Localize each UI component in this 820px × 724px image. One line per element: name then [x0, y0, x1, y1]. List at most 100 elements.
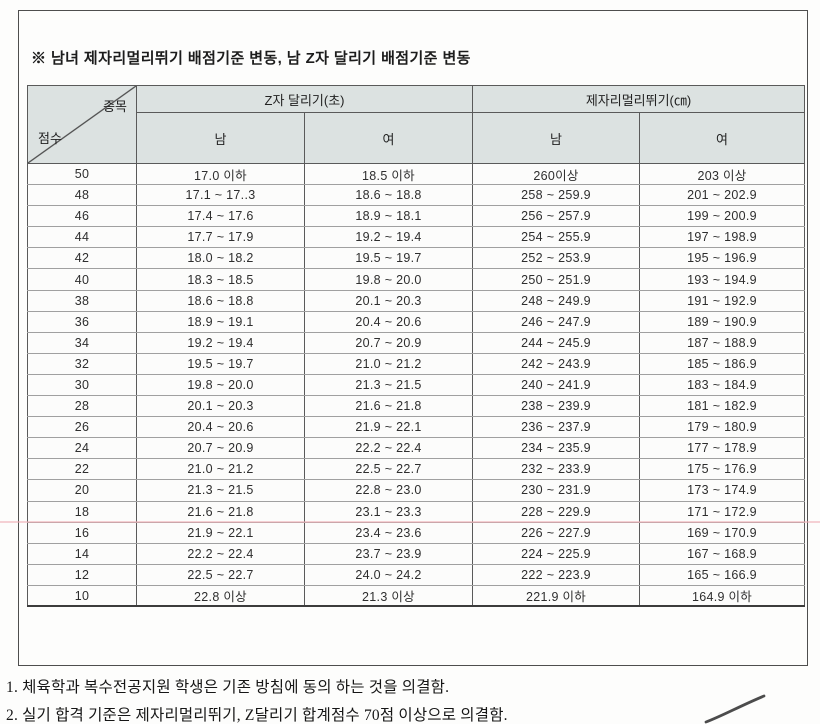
cell-z-male: 18.0 ~ 18.2: [136, 247, 305, 270]
cell-jump-male: 222 ~ 223.9: [472, 563, 641, 586]
cell-z-female: 20.1 ~ 20.3: [303, 289, 474, 312]
cell-z-female: 19.8 ~ 20.0: [303, 268, 474, 291]
table-row: 44 17.7 ~ 17.9 19.2 ~ 19.4 254 ~ 255.9 197 ~…: [27, 226, 806, 249]
cell-jump-female: 187 ~ 188.9: [639, 331, 806, 354]
cell-jump-female: 197 ~ 198.9: [639, 226, 806, 249]
cell-z-male: 22.2 ~ 22.4: [136, 542, 305, 565]
cell-z-male: 20.7 ~ 20.9: [136, 437, 305, 460]
cell-z-female: 19.5 ~ 19.7: [303, 247, 474, 270]
cell-jump-male: 244 ~ 245.9: [472, 331, 641, 354]
score-table: 종목 점수 Z자 달리기(초) 제자리멀리뛰기(㎝) 남 여 남 여 50 17.…: [27, 85, 806, 608]
cell-z-female: 18.5 이하: [303, 162, 474, 186]
subheader-zrun-male: 남: [136, 112, 305, 164]
cell-score: 40: [27, 268, 137, 291]
subheader-jump-female: 여: [639, 112, 806, 164]
subheader-jump-male: 남: [472, 112, 641, 164]
cell-jump-female: 203 이상: [639, 162, 806, 186]
cell-score: 12: [27, 563, 137, 586]
cell-jump-male: 224 ~ 225.9: [472, 542, 641, 565]
table-row: 34 19.2 ~ 19.4 20.7 ~ 20.9 244 ~ 245.9 187 ~…: [27, 331, 806, 354]
cell-score: 48: [27, 184, 137, 207]
cell-z-female: 24.0 ~ 24.2: [303, 563, 474, 586]
cell-jump-male: 252 ~ 253.9: [472, 247, 641, 270]
cell-jump-male: 221.9 이하: [472, 584, 641, 608]
cell-jump-female: 164.9 이하: [639, 584, 806, 608]
cell-jump-female: 191 ~ 192.9: [639, 289, 806, 312]
cell-jump-female: 171 ~ 172.9: [639, 500, 806, 523]
cell-z-female: 21.3 ~ 21.5: [303, 373, 474, 397]
cell-jump-male: 240 ~ 241.9: [472, 373, 641, 397]
cell-jump-female: 183 ~ 184.9: [639, 373, 806, 397]
table-row: 16 21.9 ~ 22.1 23.4 ~ 23.6 226 ~ 227.9 169 ~…: [27, 521, 806, 544]
cell-score: 44: [27, 226, 137, 249]
cell-score: 20: [27, 479, 137, 502]
table-sub-header-row: 남 여 남 여: [27, 112, 806, 164]
handwritten-pen-stroke: [704, 694, 766, 724]
cell-jump-male: 228 ~ 229.9: [472, 500, 641, 523]
cell-z-male: 22.5 ~ 22.7: [136, 563, 305, 586]
cell-z-female: 23.7 ~ 23.9: [303, 542, 474, 565]
cell-jump-male: 254 ~ 255.9: [472, 226, 641, 249]
cell-jump-male: 230 ~ 231.9: [472, 479, 641, 502]
cell-jump-female: 185 ~ 186.9: [639, 352, 806, 375]
cell-z-female: 21.0 ~ 21.2: [303, 352, 474, 375]
table-row: 32 19.5 ~ 19.7 21.0 ~ 21.2 242 ~ 243.9 185 ~…: [27, 352, 806, 375]
cell-jump-male: 232 ~ 233.9: [472, 458, 641, 481]
cell-jump-female: 169 ~ 170.9: [639, 521, 806, 544]
cell-z-female: 19.2 ~ 19.4: [303, 226, 474, 249]
cell-jump-male: 260이상: [472, 162, 641, 186]
cell-jump-female: 177 ~ 178.9: [639, 437, 806, 460]
cell-z-male: 18.9 ~ 19.1: [136, 310, 305, 333]
cell-z-male: 21.6 ~ 21.8: [136, 500, 305, 523]
cell-jump-male: 242 ~ 243.9: [472, 352, 641, 375]
cell-z-female: 18.9 ~ 18.1: [303, 205, 474, 228]
cell-score: 32: [27, 352, 137, 375]
cell-jump-male: 256 ~ 257.9: [472, 205, 641, 228]
cell-jump-female: 199 ~ 200.9: [639, 205, 806, 228]
table-row: 36 18.9 ~ 19.1 20.4 ~ 20.6 246 ~ 247.9 189 ~…: [27, 310, 806, 333]
cell-z-male: 19.5 ~ 19.7: [136, 352, 305, 375]
cell-z-female: 21.3 이상: [303, 584, 474, 608]
table-row: 40 18.3 ~ 18.5 19.8 ~ 20.0 250 ~ 251.9 193 ~…: [27, 268, 806, 291]
cell-jump-female: 195 ~ 196.9: [639, 247, 806, 270]
cell-z-male: 17.0 이하: [136, 162, 305, 186]
table-row: 26 20.4 ~ 20.6 21.9 ~ 22.1 236 ~ 237.9 179 ~…: [27, 416, 806, 439]
corner-label-event: 종목: [103, 99, 127, 114]
cell-z-male: 19.2 ~ 19.4: [136, 331, 305, 354]
cell-score: 34: [27, 331, 137, 354]
cell-z-male: 17.4 ~ 17.6: [136, 205, 305, 228]
cell-z-male: 20.4 ~ 20.6: [136, 416, 305, 439]
cell-z-female: 23.4 ~ 23.6: [303, 521, 474, 544]
cell-jump-female: 201 ~ 202.9: [639, 184, 806, 207]
table-row: 24 20.7 ~ 20.9 22.2 ~ 22.4 234 ~ 235.9 177 ~…: [27, 437, 806, 460]
cell-z-female: 18.6 ~ 18.8: [303, 184, 474, 207]
cell-score: 16: [27, 521, 137, 544]
cell-z-male: 17.1 ~ 17..3: [136, 184, 305, 207]
cell-score: 38: [27, 289, 137, 312]
cell-jump-male: 250 ~ 251.9: [472, 268, 641, 291]
cell-score: 18: [27, 500, 137, 523]
table-row: 28 20.1 ~ 20.3 21.6 ~ 21.8 238 ~ 239.9 181 ~…: [27, 395, 806, 418]
table-row: 20 21.3 ~ 21.5 22.8 ~ 23.0 230 ~ 231.9 173 ~…: [27, 479, 806, 502]
cell-jump-male: 226 ~ 227.9: [472, 521, 641, 544]
cell-jump-female: 165 ~ 166.9: [639, 563, 806, 586]
scanner-artifact-line: [0, 521, 820, 523]
cell-z-female: 22.5 ~ 22.7: [303, 458, 474, 481]
cell-z-male: 21.0 ~ 21.2: [136, 458, 305, 481]
corner-header-cell: 종목 점수: [27, 85, 137, 164]
table-row: 18 21.6 ~ 21.8 23.1 ~ 23.3 228 ~ 229.9 171 ~…: [27, 500, 806, 523]
group-header-long-jump: 제자리멀리뛰기(㎝): [472, 85, 806, 113]
cell-score: 24: [27, 437, 137, 460]
table-row: 42 18.0 ~ 18.2 19.5 ~ 19.7 252 ~ 253.9 195 ~…: [27, 247, 806, 270]
cell-score: 30: [27, 373, 137, 397]
cell-z-male: 17.7 ~ 17.9: [136, 226, 305, 249]
table-row: 30 19.8 ~ 20.0 21.3 ~ 21.5 240 ~ 241.9 183 ~…: [27, 373, 806, 397]
cell-z-male: 22.8 이상: [136, 584, 305, 608]
cell-z-female: 20.4 ~ 20.6: [303, 310, 474, 333]
cell-jump-male: 236 ~ 237.9: [472, 416, 641, 439]
table-row: 38 18.6 ~ 18.8 20.1 ~ 20.3 248 ~ 249.9 191 ~…: [27, 289, 806, 312]
table-row: 48 17.1 ~ 17..3 18.6 ~ 18.8 258 ~ 259.9 201 …: [27, 184, 806, 207]
table-row: 50 17.0 이하 18.5 이하 260이상 203 이상: [27, 162, 806, 186]
cell-jump-male: 246 ~ 247.9: [472, 310, 641, 333]
